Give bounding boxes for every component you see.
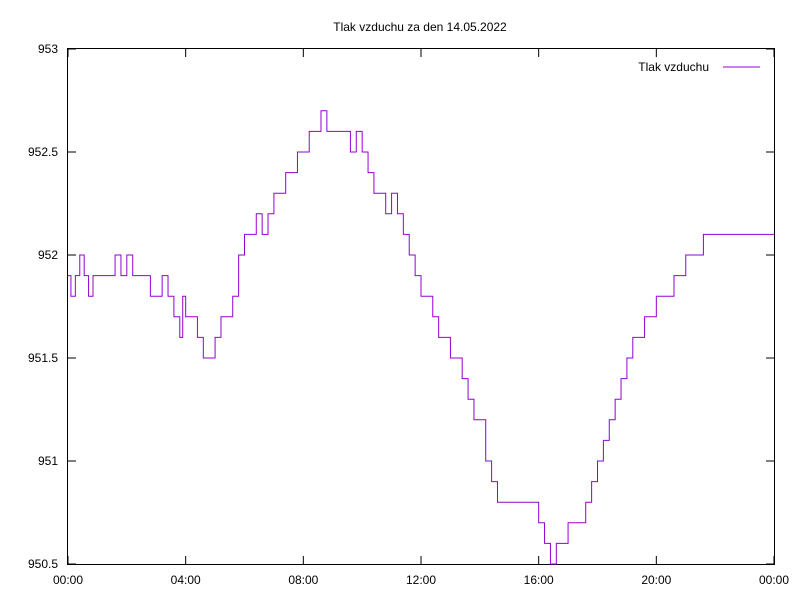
plot-border xyxy=(67,48,775,565)
y-axis: 950.5 951 951.5 952 952.5 953 xyxy=(28,42,774,571)
x-tick-label: 04:00 xyxy=(171,573,201,587)
y-tick-label: 950.5 xyxy=(28,557,58,571)
legend: Tlak vzduchu xyxy=(638,60,760,74)
series-layer xyxy=(68,110,774,565)
x-tick-label: 08:00 xyxy=(288,573,318,587)
x-tick-label: 00:00 xyxy=(759,573,789,587)
plot-frame xyxy=(67,48,775,565)
y-tick-label: 953 xyxy=(38,42,58,56)
x-tick-label: 20:00 xyxy=(641,573,671,587)
x-tick-label: 16:00 xyxy=(524,573,554,587)
legend-label: Tlak vzduchu xyxy=(638,60,709,74)
y-tick-label: 951 xyxy=(38,454,58,468)
series-line xyxy=(68,110,774,565)
chart-title: Tlak vzduchu za den 14.05.2022 xyxy=(333,20,507,34)
x-tick-label: 12:00 xyxy=(406,573,436,587)
x-tick-label: 00:00 xyxy=(53,573,83,587)
y-tick-label: 951.5 xyxy=(28,351,58,365)
y-tick-label: 952.5 xyxy=(28,145,58,159)
x-axis: 00:00 04:00 08:00 12:00 16:00 20:00 00:00 xyxy=(53,49,789,587)
y-tick-label: 952 xyxy=(38,248,58,262)
